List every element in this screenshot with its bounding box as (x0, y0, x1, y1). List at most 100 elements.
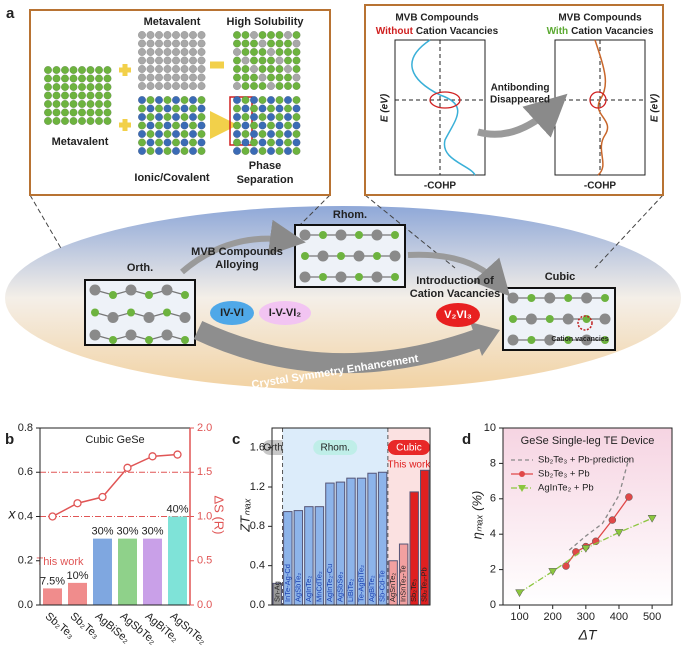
atom (292, 95, 301, 105)
cohp-curve (594, 39, 609, 176)
atom (163, 129, 172, 139)
atom (562, 313, 574, 325)
atom (266, 95, 276, 105)
atom (266, 112, 276, 122)
atom (527, 294, 536, 302)
atom (154, 95, 164, 105)
y-tick-label: 0.6 (18, 466, 33, 478)
atom (258, 73, 267, 82)
atom (197, 95, 206, 105)
atom (180, 121, 189, 130)
atom (197, 121, 206, 130)
atom (266, 64, 276, 74)
bar (168, 516, 187, 605)
atom (77, 108, 87, 117)
atom (283, 30, 293, 40)
atom (241, 47, 250, 57)
group-pill (387, 440, 430, 455)
atom (180, 95, 189, 105)
atom (145, 291, 153, 299)
atom (232, 95, 242, 105)
compound-label: I-V-VI₂ (269, 307, 302, 319)
atom (283, 47, 293, 57)
atom (91, 308, 99, 317)
y-tick-label: 10 (484, 422, 496, 434)
data-point (608, 516, 617, 524)
atom (146, 73, 155, 82)
atom (275, 81, 284, 91)
atom (188, 95, 198, 105)
atom (241, 146, 250, 156)
bar (93, 538, 112, 605)
atom (275, 138, 284, 147)
atom (564, 336, 573, 344)
atom (258, 56, 267, 65)
atom (77, 82, 87, 92)
atom (249, 39, 259, 48)
atom (249, 95, 259, 105)
atom (258, 146, 267, 156)
atom (292, 30, 301, 40)
label: Introduction of (416, 275, 494, 287)
atom (258, 47, 267, 57)
atom (241, 129, 250, 139)
atom (275, 112, 284, 122)
atom (69, 91, 78, 100)
atom (283, 121, 293, 130)
atom (266, 73, 276, 82)
atom (249, 138, 259, 147)
atom (146, 95, 155, 105)
x-tick-label: 300 (577, 611, 595, 623)
atom (180, 146, 189, 156)
compound-oval (259, 301, 311, 325)
atom (154, 104, 164, 113)
bar-label: Te-AgBiTe₂ (357, 565, 366, 602)
highlight (429, 91, 461, 109)
atom (154, 129, 164, 139)
y-tick-label: 8 (490, 457, 496, 469)
atom (171, 81, 181, 91)
atom (94, 82, 104, 92)
atom (241, 138, 250, 147)
structure-box (84, 279, 196, 346)
y-tick-label: 4 (490, 528, 496, 540)
atom (171, 129, 181, 139)
atom (197, 138, 206, 147)
atom (232, 64, 242, 74)
atom (181, 336, 189, 344)
bar-label: Sb₂Te₃-Pb (420, 567, 429, 602)
data-point (548, 568, 558, 576)
y-tick-label: 0 (490, 599, 496, 611)
atom (163, 56, 172, 65)
atom (137, 95, 147, 105)
label: Disappeared (490, 95, 550, 106)
atom (266, 47, 276, 57)
atom (258, 104, 267, 113)
atom (373, 252, 381, 260)
atom (197, 39, 206, 48)
atom (154, 112, 164, 122)
atom (163, 104, 172, 113)
atom (94, 99, 104, 109)
atom (127, 308, 135, 317)
atom (137, 39, 147, 48)
atom (146, 104, 155, 113)
atom (188, 121, 198, 130)
atom (180, 129, 189, 139)
atom (197, 56, 206, 65)
atom (146, 30, 155, 40)
atom (137, 47, 147, 57)
atom (171, 138, 181, 147)
atom (188, 138, 198, 147)
atom (266, 121, 276, 130)
y-tick-label: 1.0 (197, 510, 212, 522)
atom (232, 146, 242, 156)
value-label: 10% (66, 570, 88, 582)
atom (163, 64, 172, 74)
atom (69, 65, 78, 75)
atom (188, 47, 198, 57)
atom (266, 104, 276, 113)
y-tick-label: 0.4 (250, 560, 265, 572)
atom (371, 229, 383, 241)
